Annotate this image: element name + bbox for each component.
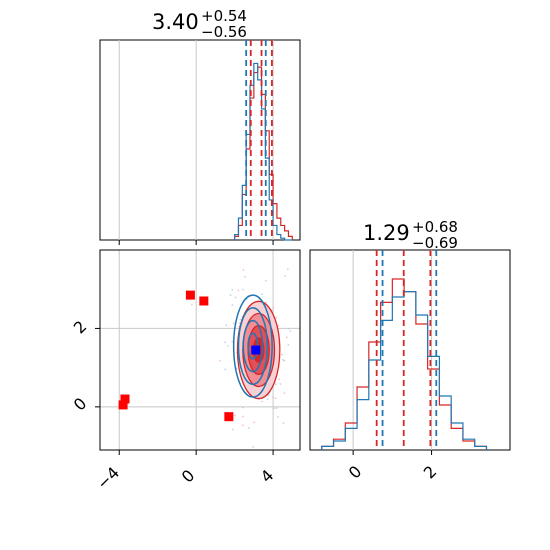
marker-blue <box>251 345 261 355</box>
sample-point <box>271 396 274 399</box>
sample-point <box>278 378 280 381</box>
sample-point <box>289 330 292 332</box>
y-tick-label: 0 <box>70 394 91 415</box>
sample-point <box>279 383 282 385</box>
contour-blue <box>232 294 273 398</box>
sample-point <box>273 407 275 410</box>
sample-point <box>253 509 255 511</box>
sample-point <box>284 275 286 277</box>
x-tick-label: −4 <box>93 463 123 493</box>
x-tick-label: 4 <box>257 466 278 487</box>
sample-point <box>281 353 283 356</box>
param1-title-minus: −0.56 <box>201 23 247 41</box>
param1-title-plus: +0.54 <box>201 7 247 25</box>
sample-point <box>287 327 290 330</box>
y-tick-label: 2 <box>70 317 91 338</box>
sample-point <box>261 293 263 296</box>
sample-point <box>227 345 229 347</box>
panel-frame <box>99 39 301 241</box>
sample-point <box>283 392 286 394</box>
sample-point <box>264 279 267 282</box>
sample-point <box>237 289 240 292</box>
param2-title: 1.29 <box>363 221 410 245</box>
sample-point <box>224 341 227 344</box>
sample-point <box>191 303 193 306</box>
sample-point <box>266 398 269 401</box>
contour-blue <box>242 319 264 373</box>
sample-point <box>231 304 234 306</box>
panel-frame <box>309 249 511 451</box>
sample-point <box>274 383 277 386</box>
sample-point <box>277 416 279 418</box>
sample-point <box>234 296 237 299</box>
sample-point <box>225 324 228 327</box>
sample-point <box>229 294 232 296</box>
sample-point <box>231 340 234 343</box>
marginal-histogram-param1 <box>99 39 301 245</box>
sample-point <box>232 322 235 325</box>
sample-point <box>242 406 244 409</box>
sample-point <box>231 289 234 291</box>
marker-red <box>120 394 130 404</box>
sample-point <box>275 407 278 409</box>
sample-point <box>234 414 236 417</box>
sample-point <box>275 316 278 319</box>
x-tick-label: 0 <box>345 462 366 483</box>
sample-point <box>244 275 247 278</box>
param2-title-plus: +0.68 <box>412 218 458 236</box>
param2-title-minus: −0.69 <box>412 234 458 252</box>
sample-point <box>239 318 242 321</box>
x-tick-label: 0 <box>178 466 199 487</box>
marker-red <box>118 400 128 410</box>
sample-point <box>286 268 289 271</box>
sample-point <box>285 336 288 339</box>
sample-point <box>231 428 234 431</box>
panel-frame <box>99 249 301 451</box>
sample-point <box>261 400 263 403</box>
param2-title-value: 1.29 <box>363 221 410 245</box>
sample-point <box>287 344 290 346</box>
sample-point <box>242 415 244 418</box>
sample-point <box>253 421 256 424</box>
contour-blue <box>237 307 269 386</box>
joint-content <box>100 244 300 511</box>
joint-density-panel <box>95 244 301 511</box>
sample-point <box>282 422 285 425</box>
param1-title: 3.40 <box>152 10 199 34</box>
sample-point <box>252 446 255 448</box>
marker-red <box>185 290 195 300</box>
sample-point <box>274 397 277 400</box>
x-tick-label: 2 <box>420 462 441 483</box>
sample-point <box>267 394 270 397</box>
sample-point <box>265 301 267 304</box>
marginal-histogram-param2 <box>309 249 511 455</box>
sample-point <box>283 244 285 246</box>
sample-point <box>272 306 275 309</box>
sample-point <box>248 427 250 430</box>
sample-point <box>224 368 227 371</box>
sample-point <box>241 288 244 291</box>
sample-point <box>283 359 285 362</box>
sample-point <box>241 424 244 427</box>
sample-point <box>218 359 221 362</box>
histogram-red <box>234 66 293 240</box>
param1-title-value: 3.40 <box>152 10 199 34</box>
sample-point <box>242 269 245 271</box>
marker-red <box>224 412 234 422</box>
marker-red <box>199 296 209 306</box>
